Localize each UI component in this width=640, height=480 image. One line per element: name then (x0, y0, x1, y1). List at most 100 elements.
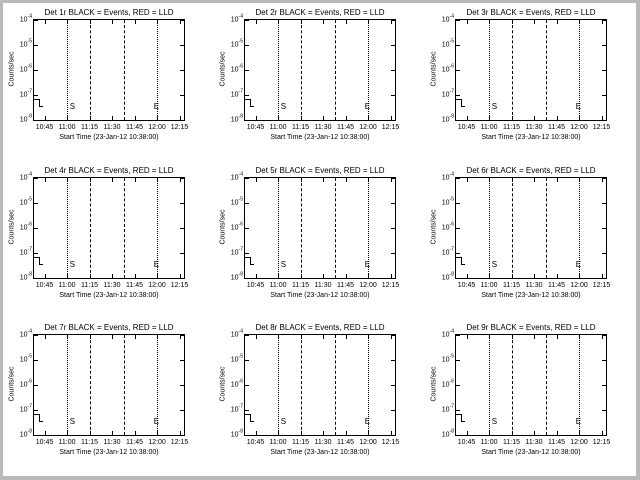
panel-title: Det 1r BLACK = Events, RED = LLD (44, 8, 174, 17)
x-axis-label: Start Time (23-Jan-12 10:38:00) (59, 134, 159, 141)
y-tick-mark (180, 202, 184, 204)
y-tick-exponent: -4 (27, 328, 32, 335)
y-tick-mark (245, 252, 249, 254)
y-tick-label: 10-5 (19, 196, 32, 207)
y-tick-exponent: -4 (238, 13, 243, 20)
y-tick-exponent: -8 (449, 271, 454, 278)
y-tick-mark (180, 45, 184, 46)
plot-area: Start Time (23-Jan-12 10:38:00) 10-4 10-5… (442, 172, 611, 299)
x-tick-label: 11:00 (269, 439, 287, 447)
y-tick-exponent: -8 (449, 428, 454, 435)
y-tick-mark (245, 120, 249, 121)
events-trace-mark (39, 263, 43, 265)
panel-title: Det 5r BLACK = Events, RED = LLD (255, 165, 385, 175)
y-tick-label: 10-4 (19, 171, 32, 182)
y-tick-mark (391, 45, 395, 46)
y-tick-label: 10-5 (441, 353, 454, 365)
interval-letter: S (69, 417, 76, 427)
x-tick-label: 12:00 (148, 439, 166, 447)
events-trace-mark (34, 414, 39, 416)
interval-letter: E (575, 417, 582, 427)
events-trace-mark (250, 421, 254, 423)
detector-panel: Det 2r BLACK = Events, RED = LLD Counts/… (214, 3, 425, 161)
x-tick-label: 12:00 (359, 124, 377, 131)
detector-panel: Det 6r BLACK = Events, RED = LLD Counts/… (425, 161, 636, 319)
y-tick-label: 10-5 (230, 38, 243, 49)
events-trace-mark (456, 99, 461, 100)
y-tick-exponent: -8 (27, 428, 32, 435)
x-tick-label: 10:45 (246, 439, 265, 447)
x-tick-mark (44, 431, 46, 436)
time-marker-line (489, 177, 490, 278)
y-tick-label: 10-8 (19, 428, 32, 440)
y-tick-mark (602, 252, 606, 254)
time-marker-line (546, 20, 547, 120)
events-trace-mark (461, 421, 465, 423)
x-tick-label: 11:30 (525, 281, 543, 289)
y-tick-mark (34, 45, 38, 46)
x-tick-mark (112, 177, 113, 182)
y-tick-exponent: -7 (238, 246, 243, 253)
y-tick-mark (180, 70, 184, 71)
time-marker-line (579, 20, 580, 120)
y-tick-mark (245, 385, 249, 387)
x-tick-mark (466, 431, 468, 436)
y-tick-mark (245, 20, 249, 21)
interval-letter: E (153, 102, 160, 111)
y-tick-mark (34, 202, 38, 204)
events-trace-mark (250, 99, 251, 106)
x-tick-label: 12:15 (592, 439, 611, 447)
x-tick-mark (255, 20, 257, 24)
x-tick-mark (134, 273, 136, 278)
x-tick-label: 11:15 (503, 439, 520, 447)
x-tick-mark (390, 431, 392, 436)
x-tick-label: 12:15 (381, 281, 400, 289)
y-tick-label: 10-7 (19, 88, 32, 99)
y-tick-mark (456, 95, 460, 96)
y-tick-mark (34, 120, 38, 121)
y-tick-mark (34, 70, 38, 71)
y-tick-mark (391, 70, 395, 71)
y-tick-label: 10-7 (19, 403, 32, 415)
interval-letter: S (491, 102, 498, 111)
y-tick-label: 10-4 (230, 171, 243, 182)
y-tick-exponent: -6 (449, 221, 454, 228)
time-marker-line (89, 335, 91, 436)
x-tick-label: 11:45 (126, 281, 143, 289)
x-tick-label: 11:30 (314, 439, 332, 447)
y-tick-mark (391, 120, 395, 121)
y-tick-mark (391, 227, 395, 229)
y-tick-mark (602, 335, 606, 337)
y-tick-exponent: -7 (238, 88, 243, 95)
y-tick-mark (245, 177, 249, 179)
time-marker-line (278, 177, 279, 278)
time-marker-line (89, 177, 91, 278)
y-tick-mark (180, 385, 184, 387)
x-tick-label: 12:15 (381, 439, 400, 447)
y-axis-label: Counts/sec (219, 209, 227, 245)
x-tick-label: 12:15 (592, 124, 611, 131)
y-tick-exponent: -8 (27, 113, 32, 120)
time-marker-line (300, 177, 302, 278)
y-tick-label: 10-5 (230, 196, 243, 207)
y-tick-mark (456, 202, 460, 204)
y-tick-exponent: -6 (27, 63, 32, 70)
x-tick-label: 11:30 (103, 281, 121, 289)
x-tick-label: 11:45 (126, 124, 143, 131)
panel-title: Det 8r BLACK = Events, RED = LLD (255, 323, 385, 333)
y-tick-exponent: -7 (449, 88, 454, 95)
x-tick-mark (601, 335, 603, 340)
time-marker-line (67, 335, 68, 436)
x-tick-mark (556, 335, 558, 340)
y-tick-label: 10-8 (441, 271, 454, 282)
y-tick-exponent: -5 (238, 196, 243, 203)
y-tick-mark (180, 277, 184, 279)
x-tick-mark (179, 431, 181, 436)
interval-letter: E (575, 259, 582, 269)
y-tick-mark (602, 410, 606, 412)
plot-area: Start Time (23-Jan-12 10:38:00) 10-4 10-5… (442, 329, 611, 456)
y-axis-label: Counts/sec (430, 209, 438, 245)
y-tick-exponent: -7 (449, 403, 454, 410)
events-trace-mark (245, 99, 250, 100)
x-tick-mark (255, 273, 257, 278)
